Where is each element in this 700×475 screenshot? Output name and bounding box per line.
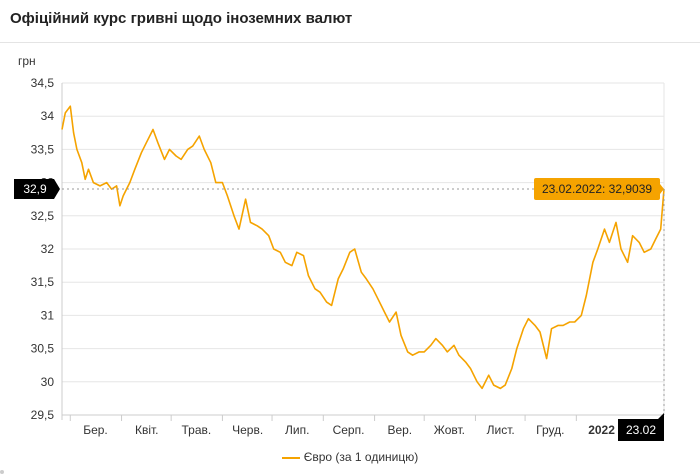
x-tick-label: Лип. [285, 423, 309, 437]
value-tooltip [534, 177, 660, 200]
page-title: Офіційний курс гривні щодо іноземних вал… [10, 10, 353, 27]
y-value-flag [14, 178, 60, 199]
x-tick-label: Трав. [182, 423, 212, 437]
y-tick-label: 29,5 [31, 408, 55, 422]
x-tick-label: 2022 [588, 423, 615, 437]
y-tick-label: 30 [41, 375, 55, 389]
y-tick-label: 30,5 [31, 342, 55, 356]
current-value-highlight[interactable]: 32,9 23.02 23.02.2022: 32,9039 [14, 177, 665, 441]
x-tick-label: Вер. [387, 423, 412, 437]
x-axis-ticks: Бер. Квіт. Трав. Черв. Лип. Серп. Вер. Жовт. Лис… [69, 415, 615, 437]
y-tick-label: 32 [41, 242, 55, 256]
corner-mark [0, 470, 4, 474]
y-tick-label: 31 [41, 308, 55, 322]
legend-swatch [281, 456, 300, 459]
title-divider [0, 42, 700, 43]
grid-lines [61, 82, 665, 420]
y-axis-label: грн [18, 54, 36, 68]
x-tick-label: Груд. [536, 423, 564, 437]
x-tick-label: Квіт. [135, 423, 159, 437]
x-tick-label: Лист. [487, 423, 515, 437]
x-tick-label: Серп. [333, 423, 365, 437]
x-date-flag-label: 23.02 [626, 423, 656, 437]
x-tick-label: Жовт. [434, 423, 465, 437]
y-tick-label: 31,5 [31, 275, 55, 289]
value-tooltip-pointer [660, 183, 664, 194]
series-line-euro[interactable] [61, 105, 665, 390]
y-tick-label: 32,5 [31, 209, 55, 223]
x-date-flag [618, 413, 664, 441]
y-tick-label: 34,5 [31, 76, 55, 90]
x-tick-label: Бер. [83, 423, 108, 437]
chart-legend[interactable]: Євро (за 1 одиницю) [0, 450, 700, 464]
x-tick-label: Черв. [232, 423, 263, 437]
legend-label: Євро (за 1 одиницю) [303, 450, 419, 464]
y-tick-label: 33,5 [31, 142, 55, 156]
y-tick-label: 34 [41, 109, 55, 123]
y-value-flag-label: 32,9 [23, 182, 47, 196]
value-tooltip-label: 23.02.2022: 32,9039 [542, 182, 652, 196]
series-lines[interactable] [61, 105, 665, 390]
